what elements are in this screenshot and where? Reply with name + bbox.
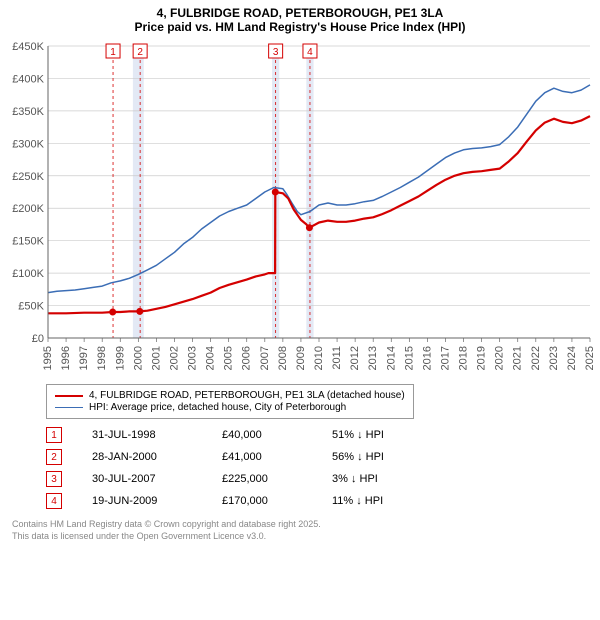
transaction-diff: 11% ↓ HPI: [332, 495, 412, 507]
svg-text:2001: 2001: [150, 346, 162, 370]
footer-line-2: This data is licensed under the Open Gov…: [12, 531, 594, 543]
chart-svg: 1 2 3 4 £0 £50K £100K £150K £200K £250K £300K £350K…: [6, 38, 594, 378]
transaction-price: £225,000: [222, 473, 302, 485]
legend-item: HPI: Average price, detached house, City…: [55, 402, 405, 413]
svg-text:2021: 2021: [512, 346, 524, 370]
svg-text:2011: 2011: [331, 346, 343, 370]
svg-text:2023: 2023: [548, 346, 560, 370]
legend-swatch: [55, 395, 83, 397]
svg-text:2000: 2000: [132, 346, 144, 370]
svg-text:2025: 2025: [584, 346, 594, 370]
transaction-price: £170,000: [222, 495, 302, 507]
svg-text:2004: 2004: [205, 346, 217, 370]
transaction-date: 31-JUL-1998: [92, 429, 192, 441]
price-chart: 1 2 3 4 £0 £50K £100K £150K £200K £250K £300K £350K…: [6, 38, 594, 378]
transaction-date: 30-JUL-2007: [92, 473, 192, 485]
svg-text:1998: 1998: [96, 346, 108, 370]
transaction-row: 4 19-JUN-2009 £170,000 11% ↓ HPI: [46, 493, 594, 509]
transaction-diff: 51% ↓ HPI: [332, 429, 412, 441]
transaction-diff: 3% ↓ HPI: [332, 473, 412, 485]
svg-text:2016: 2016: [421, 346, 433, 370]
svg-text:2003: 2003: [187, 346, 199, 370]
title-line-1: 4, FULBRIDGE ROAD, PETERBOROUGH, PE1 3LA: [6, 6, 594, 20]
transaction-row: 3 30-JUL-2007 £225,000 3% ↓ HPI: [46, 471, 594, 487]
svg-text:2018: 2018: [458, 346, 470, 370]
footer-line-1: Contains HM Land Registry data © Crown c…: [12, 519, 594, 531]
transaction-marker: 3: [46, 471, 62, 487]
svg-text:2019: 2019: [476, 346, 488, 370]
svg-text:£200K: £200K: [12, 203, 44, 215]
svg-text:3: 3: [273, 47, 279, 58]
legend-item: 4, FULBRIDGE ROAD, PETERBOROUGH, PE1 3LA…: [55, 390, 405, 401]
svg-text:1999: 1999: [114, 346, 126, 370]
svg-text:£100K: £100K: [12, 268, 44, 280]
svg-text:2005: 2005: [223, 346, 235, 370]
transaction-marker: 2: [46, 449, 62, 465]
transaction-marker: 4: [46, 493, 62, 509]
svg-text:1997: 1997: [78, 346, 90, 370]
svg-text:1996: 1996: [60, 346, 72, 370]
svg-text:2007: 2007: [259, 346, 271, 370]
svg-text:1995: 1995: [42, 346, 54, 370]
svg-text:4: 4: [307, 47, 313, 58]
svg-text:£250K: £250K: [12, 171, 44, 183]
transaction-marker: 1: [46, 427, 62, 443]
svg-text:2014: 2014: [385, 346, 397, 370]
svg-text:£50K: £50K: [18, 301, 44, 313]
chart-title: 4, FULBRIDGE ROAD, PETERBOROUGH, PE1 3LA…: [6, 6, 594, 34]
transaction-diff: 56% ↓ HPI: [332, 451, 412, 463]
svg-text:£150K: £150K: [12, 236, 44, 248]
svg-text:2020: 2020: [494, 346, 506, 370]
legend: 4, FULBRIDGE ROAD, PETERBOROUGH, PE1 3LA…: [46, 384, 414, 419]
svg-text:2006: 2006: [241, 346, 253, 370]
svg-text:2015: 2015: [403, 346, 415, 370]
svg-text:2022: 2022: [530, 346, 542, 370]
svg-text:£300K: £300K: [12, 138, 44, 150]
svg-text:2013: 2013: [367, 346, 379, 370]
legend-swatch: [55, 407, 83, 408]
legend-label: HPI: Average price, detached house, City…: [89, 402, 346, 413]
svg-text:2012: 2012: [349, 346, 361, 370]
svg-text:£400K: £400K: [12, 73, 44, 85]
title-line-2: Price paid vs. HM Land Registry's House …: [6, 20, 594, 34]
svg-text:1: 1: [110, 47, 116, 58]
transaction-price: £41,000: [222, 451, 302, 463]
transaction-row: 2 28-JAN-2000 £41,000 56% ↓ HPI: [46, 449, 594, 465]
svg-text:2024: 2024: [566, 346, 578, 370]
footer-attribution: Contains HM Land Registry data © Crown c…: [12, 519, 594, 542]
svg-text:2002: 2002: [168, 346, 180, 370]
svg-text:2008: 2008: [277, 346, 289, 370]
transaction-price: £40,000: [222, 429, 302, 441]
svg-text:2: 2: [137, 47, 143, 58]
svg-text:2010: 2010: [313, 346, 325, 370]
svg-text:£350K: £350K: [12, 106, 44, 118]
legend-label: 4, FULBRIDGE ROAD, PETERBOROUGH, PE1 3LA…: [89, 390, 405, 401]
svg-text:2009: 2009: [295, 346, 307, 370]
svg-text:£450K: £450K: [12, 41, 44, 53]
svg-text:2017: 2017: [439, 346, 451, 370]
transaction-date: 19-JUN-2009: [92, 495, 192, 507]
transaction-date: 28-JAN-2000: [92, 451, 192, 463]
transaction-row: 1 31-JUL-1998 £40,000 51% ↓ HPI: [46, 427, 594, 443]
svg-text:£0: £0: [32, 333, 44, 345]
transactions-table: 1 31-JUL-1998 £40,000 51% ↓ HPI 2 28-JAN-2000…: [46, 427, 594, 509]
